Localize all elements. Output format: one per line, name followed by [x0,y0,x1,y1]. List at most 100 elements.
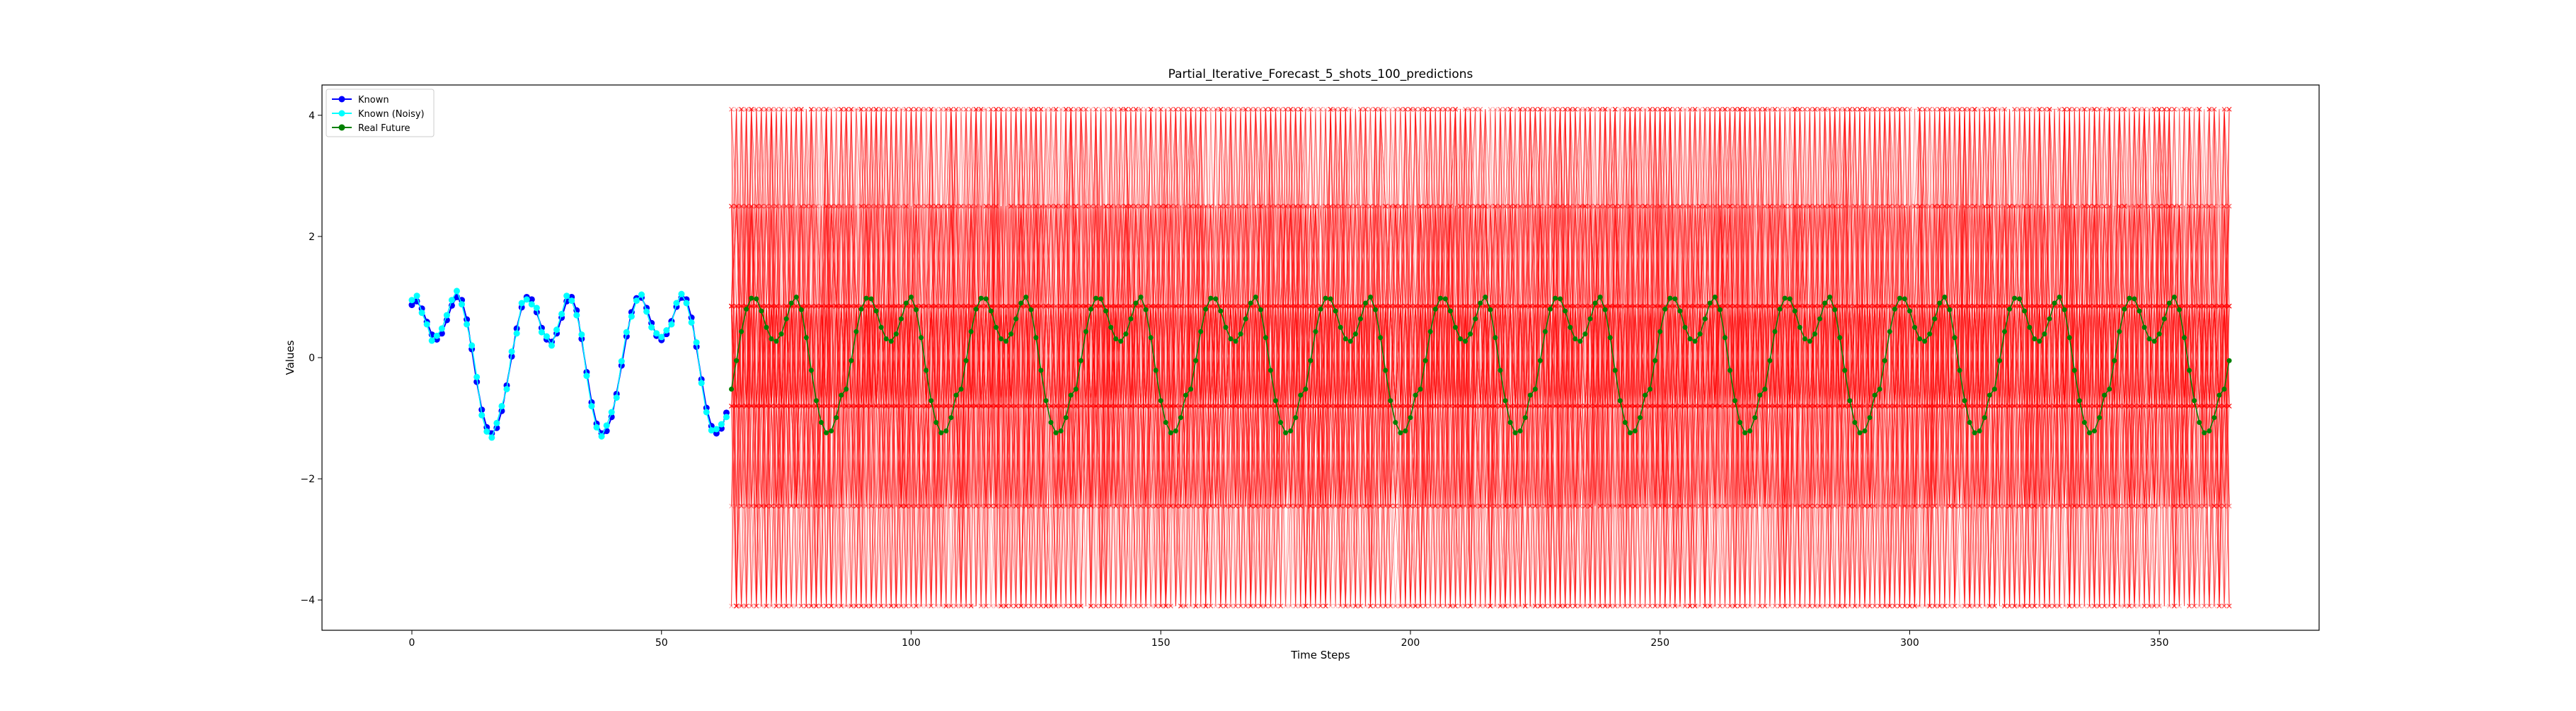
real-future-point [1882,358,1887,363]
real-future-point [1563,308,1568,314]
real-future-point [1173,428,1178,434]
prediction-markers-54 [739,106,2227,609]
real-future-point [1947,307,1953,312]
real-future-point [998,336,1004,341]
prediction-markers-47 [734,106,2222,609]
real-future-point [1627,430,1633,436]
real-future-point [1996,358,2002,363]
real-future-point [2071,368,2077,373]
real-future-point [1767,358,1773,363]
real-future-point [1847,398,1853,404]
prediction-line-90 [731,108,2230,607]
real-future-point [2132,296,2137,302]
real-future-point [1677,308,1683,314]
prediction-markers-16 [729,106,2232,609]
real-future-point [893,331,899,337]
real-future-point [1288,428,1294,434]
real-future-point [1123,331,1129,337]
real-future-point [1442,296,1448,302]
prediction-line-11 [731,108,2230,607]
prediction-markers-95 [734,106,2222,609]
real-future-point [2226,358,2232,363]
known-noisy-point [493,419,500,426]
prediction-markers-86 [734,106,2222,609]
real-future-point [2081,420,2087,426]
prediction-markers-90 [739,106,2227,609]
real-future-point [1837,335,1843,341]
known-noisy-point [713,426,720,433]
real-future-point [1293,415,1299,421]
prediction-line-27 [731,108,2230,607]
prediction-line-65 [731,108,2229,607]
real-future-point [1098,296,1104,302]
real-future-point [1333,308,1338,314]
real-future-point [2221,386,2227,392]
real-future-point [2137,308,2142,314]
prediction-line-15 [731,108,2230,607]
real-future-point [1253,294,1258,300]
real-future-point [1267,368,1273,373]
real-future-point [1727,368,1733,373]
prediction-markers-2 [734,106,2222,609]
prediction-line-79 [731,108,2230,607]
prediction-line-50 [731,108,2230,607]
real-future-point [1967,420,1972,426]
prediction-markers-58 [729,106,2232,609]
real-future-point [1118,339,1124,344]
x-tick-label: 150 [1151,637,1171,649]
real-future-point [1488,307,1493,312]
real-future-point [858,307,864,312]
real-future-point [1338,324,1343,330]
plot-area [322,85,2319,630]
real-future-point [1093,295,1099,301]
real-future-point [1517,428,1523,434]
real-future-point [764,324,769,330]
real-future-point [1537,358,1543,363]
known-noisy-point [459,301,466,308]
real-future-point [1558,296,1563,302]
prediction-line-64 [731,108,2230,607]
real-future-point [1527,392,1533,398]
prediction-line-60 [731,108,2230,607]
prediction-markers-41 [734,106,2222,609]
real-future-point [1991,386,1997,392]
real-future-point [1827,294,1833,300]
real-future-point [1742,430,1748,436]
real-future-point [1083,329,1088,334]
real-future-point [938,430,944,436]
known-noisy-point [718,421,725,428]
prediction-line-77 [731,108,2230,607]
real-future-point [1977,428,1982,434]
known-noisy-point [438,325,445,332]
known-noisy-point [563,292,570,300]
prediction-markers-85 [729,106,2232,609]
real-future-point [928,398,934,404]
prediction-markers-71 [734,106,2222,609]
prediction-markers-17 [734,106,2222,609]
prediction-markers-49 [729,106,2232,609]
real-future-point [1357,316,1363,322]
real-future-point [888,339,894,344]
real-future-point [1183,392,1189,398]
known-noisy-point [468,342,476,349]
real-future-point [1787,296,1793,302]
real-future-point [919,335,924,341]
real-future-point [1178,415,1183,421]
real-future-point [1957,368,1962,373]
prediction-line-19 [731,108,2229,607]
real-future-point [1233,339,1238,344]
prediction-markers-91 [729,106,2232,609]
known-noisy-point [618,358,625,365]
real-future-point [734,358,740,363]
prediction-line-55 [731,108,2230,607]
real-future-point [1458,336,1464,341]
prediction-markers-100 [729,106,2232,609]
prediction-markers-18 [739,106,2227,609]
real-future-point [1038,368,1044,373]
real-future-point [1473,316,1478,322]
prediction-line-53 [731,108,2230,607]
known-noisy-point [528,301,535,308]
legend-box [326,89,435,137]
prediction-line-76 [731,108,2230,606]
real-future-point [1867,415,1873,421]
